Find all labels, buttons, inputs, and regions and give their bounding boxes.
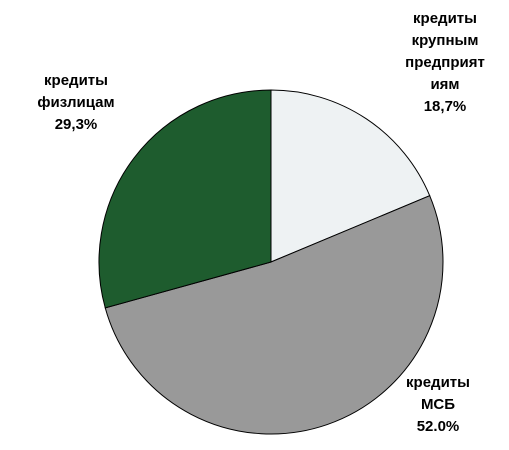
slice-category: кредиты МСБ [406,374,470,413]
slice-label: кредиты МСБ 52.0% [395,372,481,438]
slice-value: 52.0% [416,418,460,435]
slice-label: кредиты физлицам 29,3% [26,70,126,136]
pie-slice [104,195,444,435]
pie-slice [270,89,431,263]
pie-slice [98,89,272,309]
slice-category: кредиты физлицам [37,72,115,111]
slice-category: кредиты крупным предприятиям [405,10,485,93]
slice-label: кредиты крупным предприятиям 18,7% [402,8,488,118]
slice-value: 29,3% [54,116,98,133]
slice-value: 18,7% [423,98,467,115]
